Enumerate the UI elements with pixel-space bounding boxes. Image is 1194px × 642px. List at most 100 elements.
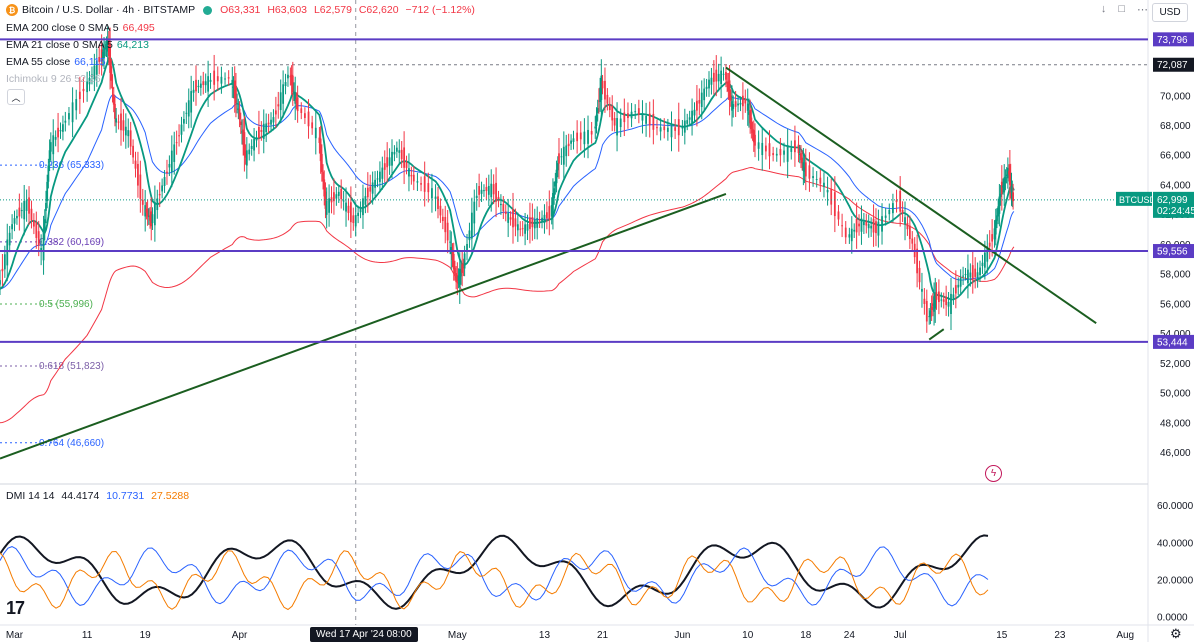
candle-body bbox=[32, 220, 35, 227]
ath-price-tag-text: 72,087 bbox=[1157, 60, 1188, 71]
candle-body bbox=[700, 92, 703, 108]
more-icon[interactable]: ⋯ bbox=[1137, 4, 1148, 16]
ema21-legend[interactable]: EMA 21 close 0 SMA 5 64,213 bbox=[6, 39, 149, 52]
currency-select[interactable]: USD bbox=[1152, 3, 1188, 22]
candle-body bbox=[1010, 186, 1013, 193]
candle-body bbox=[463, 253, 466, 269]
candle-body bbox=[705, 86, 708, 89]
candle-body bbox=[877, 221, 880, 236]
level-price-tag bbox=[1153, 32, 1194, 47]
candle-body bbox=[3, 254, 6, 270]
ichimoku-legend[interactable]: Ichimoku 9 26 52 26 bbox=[6, 73, 101, 86]
candle-body bbox=[64, 120, 67, 123]
candle-body bbox=[611, 105, 614, 121]
candle-body bbox=[185, 112, 188, 114]
candle-body bbox=[947, 301, 950, 307]
x-tick-label: 11 bbox=[82, 630, 93, 641]
candle-body bbox=[775, 153, 778, 156]
candle-body bbox=[388, 157, 391, 166]
candle-body bbox=[158, 194, 161, 196]
candle-body bbox=[1006, 167, 1009, 179]
candle-body bbox=[983, 252, 986, 268]
candle-body bbox=[579, 132, 582, 140]
candle-body bbox=[369, 186, 372, 192]
candle-body bbox=[452, 253, 455, 270]
candle-body bbox=[648, 113, 651, 126]
candle-body bbox=[139, 174, 142, 199]
candle-body bbox=[267, 122, 270, 125]
y-tick-label: 54,000 bbox=[1160, 329, 1191, 340]
candle-body bbox=[875, 221, 877, 234]
dmi-series-line bbox=[0, 534, 989, 610]
candle-body bbox=[999, 193, 1002, 198]
candle-body bbox=[945, 296, 948, 306]
candle-body bbox=[161, 185, 164, 192]
candle-body bbox=[512, 209, 514, 228]
candle-body bbox=[82, 88, 85, 92]
candle-body bbox=[293, 91, 295, 93]
dmi-legend[interactable]: DMI 14 14 44.4174 10.7731 27.5288 bbox=[6, 490, 189, 503]
maximize-icon[interactable]: □ bbox=[1118, 3, 1125, 15]
candle-body bbox=[754, 134, 756, 146]
candle-body bbox=[630, 111, 633, 119]
candle-body bbox=[236, 103, 239, 105]
ema55-label: EMA 55 close bbox=[6, 56, 71, 68]
level-price-tag bbox=[1153, 334, 1194, 349]
candle-body bbox=[819, 177, 822, 184]
x-tick-label: May bbox=[448, 630, 467, 641]
trendline bbox=[928, 328, 945, 341]
candle-body bbox=[507, 213, 510, 223]
candle-body bbox=[659, 127, 662, 132]
candle-body bbox=[683, 120, 686, 133]
candle-body bbox=[750, 117, 753, 130]
candle-body bbox=[386, 157, 389, 168]
symbol-title[interactable]: Bitcoin / U.S. Dollar · 4h · BITSTAMP bbox=[22, 4, 196, 16]
candle-body bbox=[43, 219, 46, 231]
candle-body bbox=[224, 78, 226, 80]
candle-body bbox=[374, 179, 376, 188]
candle-body bbox=[751, 129, 754, 134]
candle-body bbox=[786, 145, 789, 162]
candle-body bbox=[303, 113, 306, 119]
candle-body bbox=[115, 118, 118, 123]
gear-icon[interactable]: ⚙ bbox=[1170, 626, 1182, 641]
candle-body bbox=[737, 103, 739, 106]
candle-body bbox=[0, 280, 1, 285]
candle-body bbox=[383, 163, 386, 170]
candle-body bbox=[590, 131, 593, 135]
candle-body bbox=[213, 70, 216, 85]
collapse-legend-button[interactable]: ︿ bbox=[7, 89, 25, 105]
candle-body bbox=[686, 120, 689, 124]
candle-body bbox=[68, 113, 70, 120]
candle-body bbox=[504, 211, 507, 215]
candle-body bbox=[204, 81, 207, 86]
x-tick-label: Mar bbox=[6, 630, 24, 641]
candle-body bbox=[342, 200, 345, 202]
candle-body bbox=[434, 196, 437, 199]
candle-body bbox=[86, 81, 89, 93]
candle-body bbox=[359, 207, 362, 213]
candle-body bbox=[352, 215, 355, 224]
candle-body bbox=[908, 225, 911, 240]
countdown-text: 02:24:45 bbox=[1157, 206, 1194, 217]
candle-body bbox=[717, 73, 720, 82]
candle-body bbox=[950, 293, 952, 314]
candle-body bbox=[294, 93, 297, 104]
candle-body bbox=[120, 113, 122, 131]
candle-body bbox=[783, 150, 785, 155]
candle-body bbox=[996, 215, 998, 221]
candle-body bbox=[71, 102, 74, 123]
candle-body bbox=[30, 208, 33, 221]
candle-body bbox=[543, 214, 546, 224]
alert-bolt-icon[interactable]: ϟ bbox=[985, 465, 1002, 482]
candle-body bbox=[451, 250, 454, 260]
candle-body bbox=[98, 56, 101, 62]
ema200-legend[interactable]: EMA 200 close 0 SMA 5 66,495 bbox=[6, 22, 155, 35]
ema55-legend[interactable]: EMA 55 close 66,115 bbox=[6, 56, 106, 69]
candle-body bbox=[362, 198, 364, 216]
candle-body bbox=[439, 205, 442, 216]
move-down-icon[interactable]: ↓ bbox=[1100, 3, 1107, 15]
candle-body bbox=[357, 212, 360, 217]
